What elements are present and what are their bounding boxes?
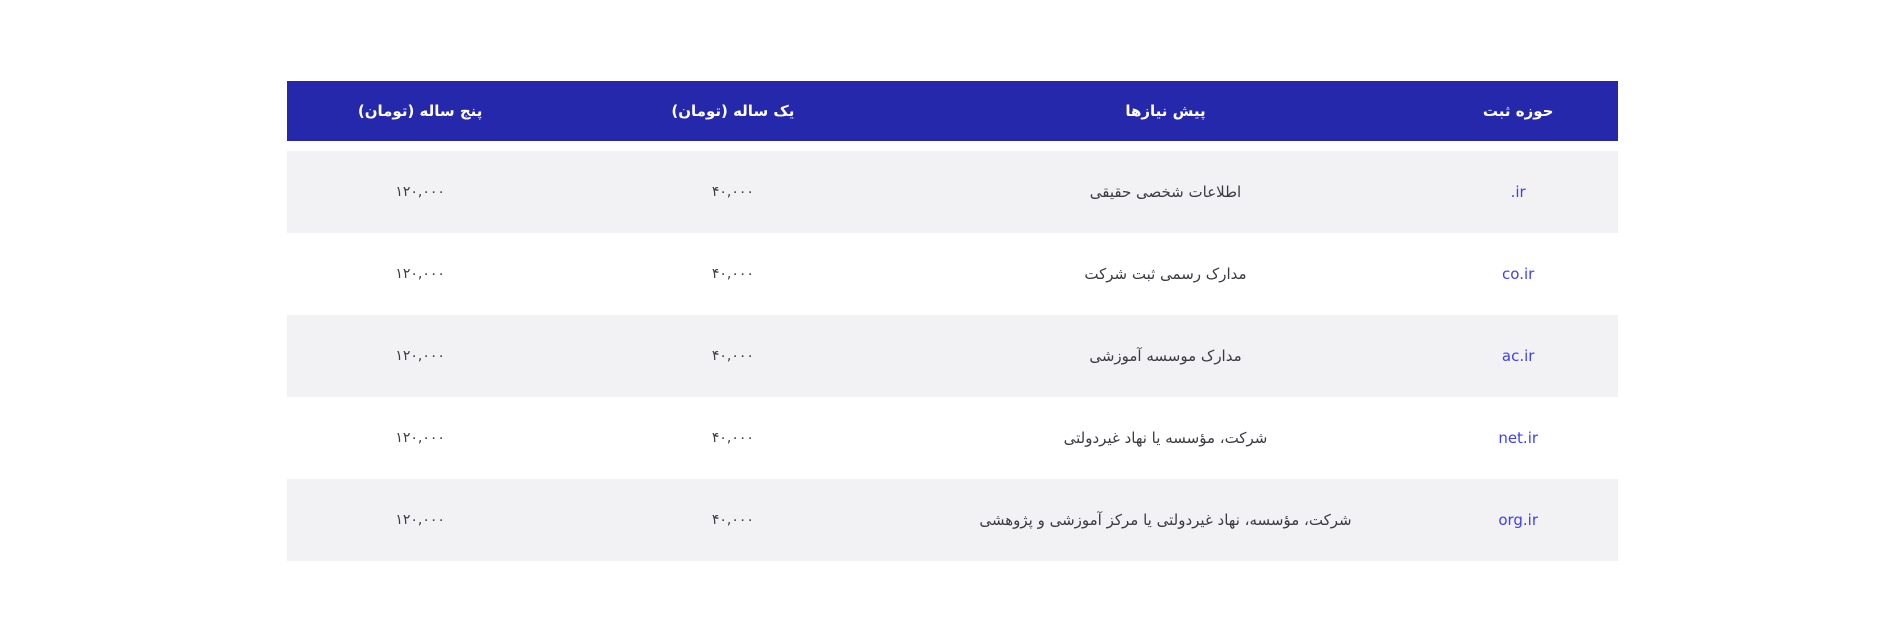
- prerequisites-text: شرکت، مؤسسه یا نهاد غیردولتی: [1063, 429, 1268, 447]
- prerequisites-text: شرکت، مؤسسه، نهاد غیردولتی یا مرکز آموزش…: [979, 511, 1352, 529]
- one-year-price: ۴۰,۰۰۰: [711, 265, 754, 282]
- five-year-price: ۱۲۰,۰۰۰: [395, 511, 445, 528]
- table-header-row: حوزه ثبت پیش نیازها یک ساله (تومان) پنج …: [287, 81, 1618, 141]
- five-year-price: ۱۲۰,۰۰۰: [395, 429, 445, 446]
- one-year-price: ۴۰,۰۰۰: [711, 347, 754, 364]
- one-year-price: ۴۰,۰۰۰: [711, 183, 754, 200]
- domain-cell: net.ir: [1418, 426, 1618, 450]
- header-domain: حوزه ثبت: [1482, 102, 1554, 120]
- five-year-price: ۱۲۰,۰۰۰: [395, 183, 445, 200]
- domain-link[interactable]: org.ir: [1498, 511, 1539, 529]
- one-year-price: ۴۰,۰۰۰: [711, 429, 754, 446]
- domain-cell: ac.ir: [1418, 344, 1618, 368]
- prerequisites-text: مدارک رسمی ثبت شرکت: [1084, 265, 1247, 283]
- table-row: org.ir شرکت، مؤسسه، نهاد غیردولتی یا مرک…: [287, 479, 1618, 561]
- prerequisites-text: مدارک موسسه آموزشی: [1089, 347, 1242, 365]
- five-year-price: ۱۲۰,۰۰۰: [395, 347, 445, 364]
- domain-cell: org.ir: [1418, 508, 1618, 532]
- domain-link[interactable]: net.ir: [1498, 429, 1539, 447]
- domain-link[interactable]: .ir: [1510, 183, 1526, 201]
- domain-link[interactable]: co.ir: [1502, 265, 1535, 283]
- header-five-year-price: پنج ساله (تومان): [357, 102, 483, 120]
- five-year-price: ۱۲۰,۰۰۰: [395, 265, 445, 282]
- one-year-price: ۴۰,۰۰۰: [711, 511, 754, 528]
- domain-cell: co.ir: [1418, 262, 1618, 286]
- domain-link[interactable]: ac.ir: [1501, 347, 1535, 365]
- prerequisites-text: اطلاعات شخصی حقیقی: [1089, 183, 1242, 201]
- table-row: .ir اطلاعات شخصی حقیقی ۴۰,۰۰۰ ۱۲۰,۰۰۰: [287, 151, 1618, 233]
- table-body: .ir اطلاعات شخصی حقیقی ۴۰,۰۰۰ ۱۲۰,۰۰۰ co…: [287, 151, 1618, 561]
- table-row: co.ir مدارک رسمی ثبت شرکت ۴۰,۰۰۰ ۱۲۰,۰۰۰: [287, 233, 1618, 315]
- header-one-year-price: یک ساله (تومان): [671, 102, 795, 120]
- header-prerequisites: پیش نیازها: [1125, 102, 1206, 120]
- table-row: ac.ir مدارک موسسه آموزشی ۴۰,۰۰۰ ۱۲۰,۰۰۰: [287, 315, 1618, 397]
- domain-cell: .ir: [1418, 180, 1618, 204]
- table-row: net.ir شرکت، مؤسسه یا نهاد غیردولتی ۴۰,۰…: [287, 397, 1618, 479]
- domain-pricing-table: حوزه ثبت پیش نیازها یک ساله (تومان) پنج …: [287, 81, 1618, 561]
